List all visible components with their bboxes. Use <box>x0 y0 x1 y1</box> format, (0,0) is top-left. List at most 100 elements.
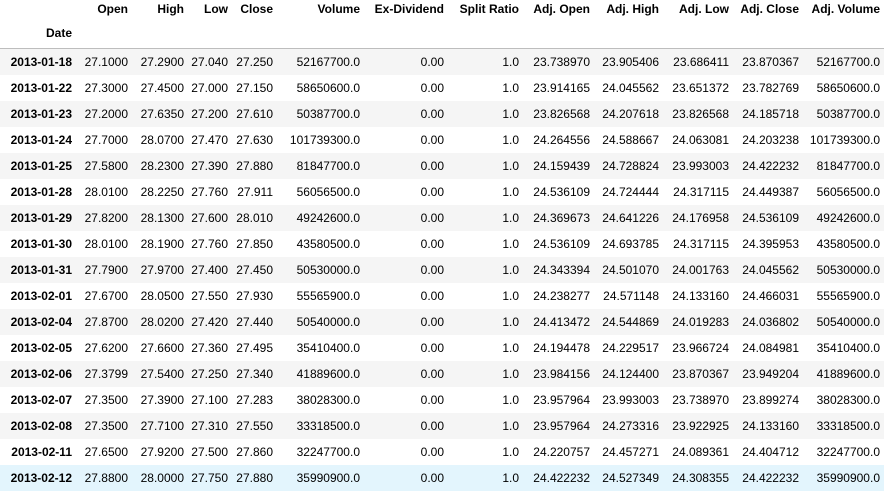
cell-adj-close: 24.084981 <box>742 341 799 355</box>
cell-adj-low: 24.063081 <box>672 133 729 147</box>
cell-open: 28.0100 <box>84 237 128 251</box>
cell-volume: 58650600.0 <box>296 81 360 95</box>
cell-split-ratio: 1.0 <box>502 55 519 69</box>
column-header-low: Low <box>204 2 228 16</box>
cell-adj-high: 24.693785 <box>602 237 659 251</box>
cell-adj-low: 24.176958 <box>672 211 729 225</box>
cell-volume: 49242600.0 <box>296 211 360 225</box>
cell-low: 27.040 <box>191 55 228 69</box>
cell-ex-dividend: 0.00 <box>420 107 444 121</box>
table-row: 2013-01-23 27.2000 27.6350 27.200 27.610 5038… <box>0 101 884 127</box>
table-row: 2013-02-07 27.3500 27.3900 27.100 27.283 3802… <box>0 387 884 413</box>
cell-volume: 56056500.0 <box>296 185 360 199</box>
cell-open: 27.2000 <box>84 107 128 121</box>
row-date-label: 2013-01-29 <box>10 211 72 225</box>
cell-high: 28.0200 <box>140 315 184 329</box>
column-header-ex-dividend: Ex-Dividend <box>374 2 444 16</box>
cell-adj-volume: 41889600.0 <box>816 367 880 381</box>
cell-adj-low: 24.019283 <box>672 315 729 329</box>
table-row: 2013-02-05 27.6200 27.6600 27.360 27.495 3541… <box>0 335 884 361</box>
cell-ex-dividend: 0.00 <box>420 159 444 173</box>
cell-open: 27.3500 <box>84 393 128 407</box>
cell-adj-high: 23.905406 <box>602 55 659 69</box>
row-date-label: 2013-02-07 <box>10 393 72 407</box>
cell-open: 27.3000 <box>84 81 128 95</box>
cell-high: 27.5400 <box>140 367 184 381</box>
table-row: 2013-02-01 27.6700 28.0500 27.550 27.930 5556… <box>0 283 884 309</box>
column-header-adj-low: Adj. Low <box>679 2 729 16</box>
cell-adj-open: 24.422232 <box>533 471 590 485</box>
cell-high: 27.9700 <box>140 263 184 277</box>
cell-adj-volume: 43580500.0 <box>816 237 880 251</box>
cell-adj-volume: 81847700.0 <box>816 159 880 173</box>
cell-adj-open: 24.413472 <box>533 315 590 329</box>
cell-adj-open: 24.369673 <box>533 211 590 225</box>
table-row: 2013-01-31 27.7900 27.9700 27.400 27.450 5053… <box>0 257 884 283</box>
cell-adj-low: 24.089361 <box>672 445 729 459</box>
row-date-label: 2013-01-30 <box>10 237 72 251</box>
cell-volume: 50540000.0 <box>296 315 360 329</box>
row-date-label: 2013-02-05 <box>10 341 72 355</box>
cell-open: 28.0100 <box>84 185 128 199</box>
cell-volume: 81847700.0 <box>296 159 360 173</box>
cell-adj-low: 23.993003 <box>672 159 729 173</box>
cell-adj-open: 24.194478 <box>533 341 590 355</box>
cell-split-ratio: 1.0 <box>502 445 519 459</box>
cell-high: 27.2900 <box>140 55 184 69</box>
cell-volume: 33318500.0 <box>296 419 360 433</box>
column-header-high: High <box>157 2 184 16</box>
cell-close: 27.495 <box>236 341 273 355</box>
cell-adj-open: 24.264556 <box>533 133 590 147</box>
cell-adj-close: 23.782769 <box>742 81 799 95</box>
cell-adj-open: 24.536109 <box>533 237 590 251</box>
cell-split-ratio: 1.0 <box>502 289 519 303</box>
cell-adj-low: 24.001763 <box>672 263 729 277</box>
cell-high: 28.0000 <box>140 471 184 485</box>
cell-close: 27.850 <box>236 237 273 251</box>
cell-adj-low: 23.966724 <box>672 341 729 355</box>
cell-adj-low: 23.651372 <box>672 81 729 95</box>
cell-ex-dividend: 0.00 <box>420 55 444 69</box>
cell-volume: 50387700.0 <box>296 107 360 121</box>
column-header-adj-high: Adj. High <box>606 2 659 16</box>
cell-ex-dividend: 0.00 <box>420 419 444 433</box>
cell-adj-high: 24.571148 <box>603 289 659 303</box>
cell-adj-high: 24.527349 <box>602 471 659 485</box>
cell-high: 27.6350 <box>140 107 184 121</box>
cell-split-ratio: 1.0 <box>502 159 519 173</box>
row-date-label: 2013-02-08 <box>10 419 72 433</box>
cell-high: 27.3900 <box>140 393 184 407</box>
cell-adj-high: 24.273316 <box>602 419 659 433</box>
cell-close: 27.880 <box>236 159 273 173</box>
cell-low: 27.000 <box>191 81 228 95</box>
cell-adj-volume: 56056500.0 <box>816 185 880 199</box>
cell-adj-high: 24.544869 <box>602 315 659 329</box>
cell-close: 27.450 <box>236 263 273 277</box>
cell-low: 27.420 <box>191 315 228 329</box>
cell-close: 27.150 <box>236 81 273 95</box>
cell-adj-open: 24.343394 <box>533 263 590 277</box>
row-date-label: 2013-02-11 <box>11 445 72 459</box>
cell-adj-volume: 101739300.0 <box>809 133 880 147</box>
cell-adj-close: 24.203238 <box>742 133 799 147</box>
cell-adj-high: 24.229517 <box>602 341 659 355</box>
cell-ex-dividend: 0.00 <box>420 315 444 329</box>
cell-adj-volume: 32247700.0 <box>816 445 880 459</box>
column-header-adj-close: Adj. Close <box>740 2 799 16</box>
cell-high: 27.4500 <box>140 81 184 95</box>
cell-adj-high: 24.728824 <box>602 159 659 173</box>
cell-adj-close: 23.870367 <box>742 55 799 69</box>
cell-split-ratio: 1.0 <box>502 81 519 95</box>
row-date-label: 2013-02-04 <box>10 315 72 329</box>
cell-adj-low: 23.870367 <box>672 367 729 381</box>
cell-adj-close: 24.422232 <box>742 159 799 173</box>
cell-adj-low: 24.317115 <box>673 237 729 251</box>
cell-adj-low: 23.686411 <box>673 55 729 69</box>
cell-ex-dividend: 0.00 <box>420 185 444 199</box>
row-date-label: 2013-01-25 <box>10 159 72 173</box>
cell-close: 27.610 <box>236 107 273 121</box>
row-date-label: 2013-01-31 <box>10 263 72 277</box>
cell-adj-close: 24.422232 <box>742 471 799 485</box>
cell-adj-volume: 35990900.0 <box>816 471 880 485</box>
